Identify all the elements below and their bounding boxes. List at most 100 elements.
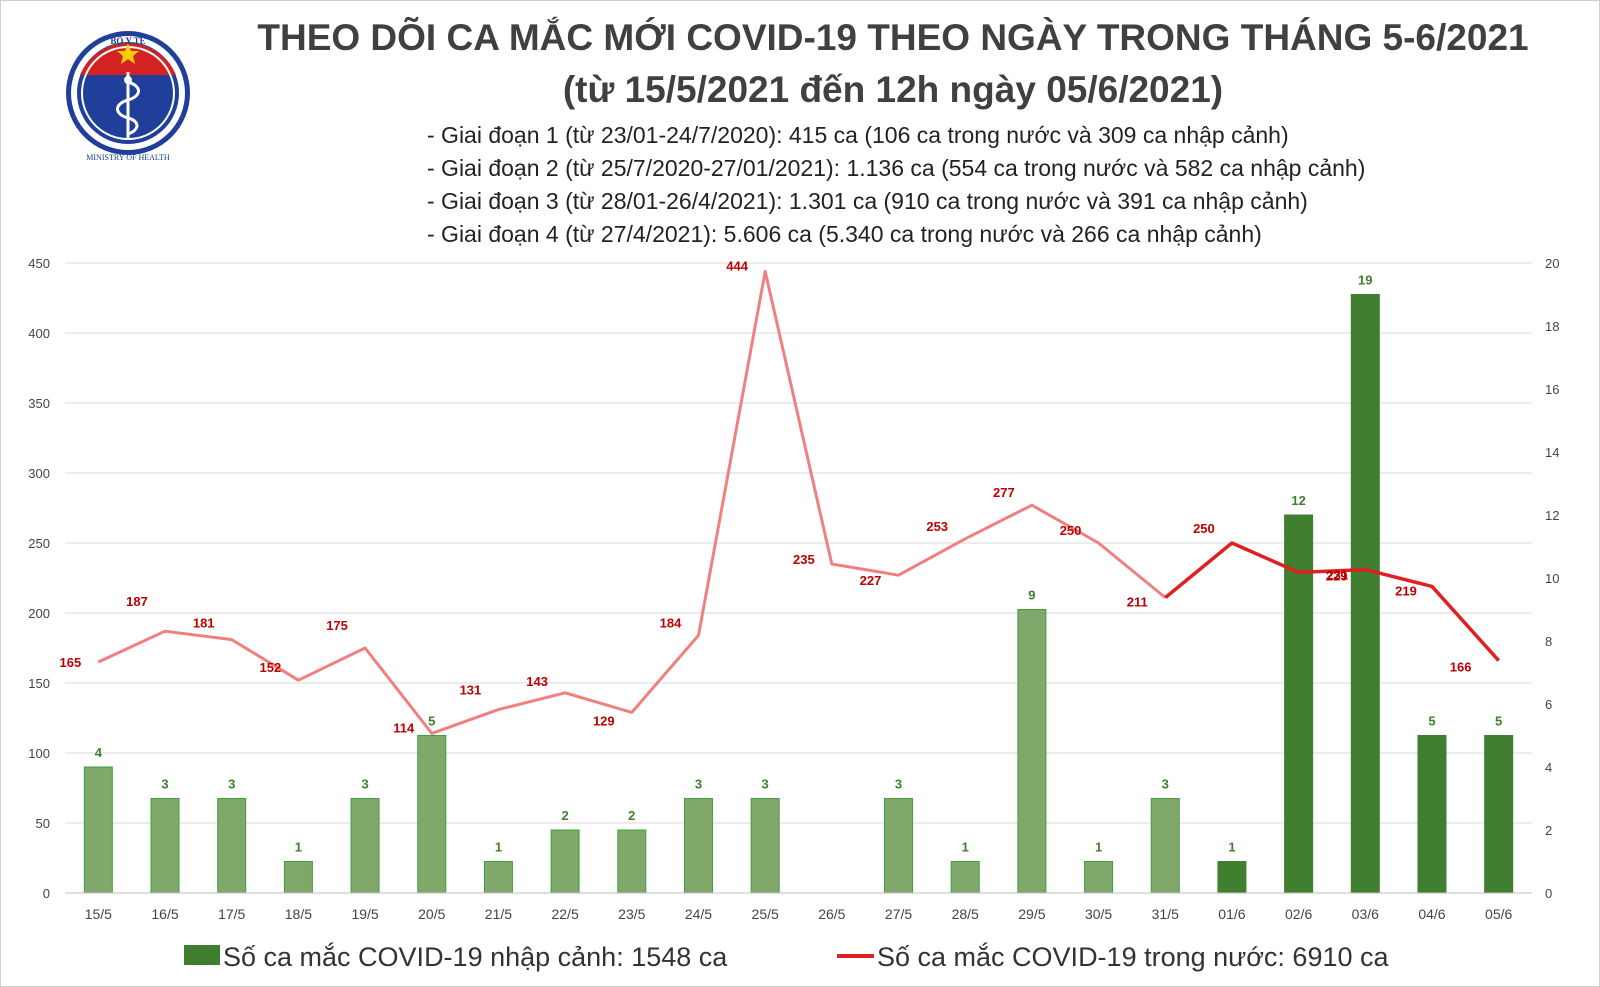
domestic-line-segment [97,269,1167,735]
bar-value-label: 3 [228,777,235,792]
x-axis-tick-label: 04/6 [1418,906,1445,922]
legend-label-imported: Số ca mắc COVID-19 nhập cảnh: 1548 ca [223,941,728,972]
phase-note-1: - Giai đoạn 1 (từ 23/01-24/7/2020): 415 … [427,122,1289,148]
line-value-label: 444 [726,258,748,273]
x-axis-tick-label: 23/5 [618,906,645,922]
imported-bar [350,798,380,894]
line-value-label: 235 [793,552,815,567]
imported-bar [1350,294,1380,894]
bar-value-label: 12 [1291,493,1305,508]
imported-bar [1417,735,1447,894]
bar-value-label: 3 [161,777,168,792]
page-title: THEO DÕI CA MẮC MỚI COVID-19 THEO NGÀY T… [257,16,1528,58]
line-value-label: 152 [260,660,282,675]
left-axis-tick-label: 300 [28,466,50,481]
x-axis-tick-label: 24/5 [685,906,712,922]
line-value-label: 211 [1127,595,1148,610]
line-value-label: 143 [526,674,548,689]
axes: 0501001502002503003504004500246810121416… [28,256,1559,922]
line-value-label: 231 [1326,568,1348,583]
bar-value-label: 5 [428,714,435,729]
legend: Số ca mắc COVID-19 nhập cảnh: 1548 ca Số… [184,941,1389,972]
x-axis-tick-label: 29/5 [1018,906,1045,922]
bar-value-label: 5 [1495,714,1502,729]
phase-note-3: - Giai đoạn 3 (từ 28/01-26/4/2021): 1.30… [427,188,1308,214]
line-value-label: 187 [126,594,148,609]
right-axis-tick-label: 14 [1545,445,1559,460]
star-icon [117,43,139,64]
bar-value-label: 3 [361,777,368,792]
left-axis-tick-label: 100 [28,746,50,761]
left-axis-tick-label: 250 [28,536,50,551]
legend-label-domestic: Số ca mắc COVID-19 trong nước: 6910 ca [877,941,1389,972]
right-axis-tick-label: 10 [1545,571,1559,586]
x-axis-tick-label: 20/5 [418,906,445,922]
line-value-label: 227 [860,573,882,588]
line-value-label: 184 [660,615,682,630]
imported-bar [1084,861,1114,894]
left-axis-tick-label: 50 [36,816,50,831]
right-axis-tick-label: 2 [1545,823,1552,838]
x-axis-tick-label: 22/5 [551,906,578,922]
imported-bar [1284,514,1314,894]
ministry-of-health-logo: BỘ Y TẾ MINISTRY OF HEALTH [66,31,190,162]
x-axis-tick-label: 31/5 [1152,906,1179,922]
line-value-label: 250 [1193,521,1215,536]
x-axis-tick-label: 18/5 [285,906,312,922]
bar-value-label: 9 [1028,588,1035,603]
x-axis-tick-label: 17/5 [218,906,245,922]
line-value-label: 219 [1395,583,1417,598]
imported-bar [750,798,780,894]
bar-value-label: 2 [628,808,635,823]
line-value-label: 229 [1326,568,1348,583]
imported-bar [83,766,113,894]
x-axis-tick-label: 19/5 [351,906,378,922]
right-axis-tick-label: 6 [1545,697,1552,712]
bar-value-label: 1 [495,840,502,855]
phase-note-4: - Giai đoạn 4 (từ 27/4/2021): 5.606 ca (… [427,221,1262,247]
logo-top-text: BỘ Y TẾ [110,36,145,46]
left-axis-tick-label: 200 [28,606,50,621]
imported-bar [1484,735,1514,894]
imported-bar [417,735,447,894]
x-axis-tick-label: 01/6 [1218,906,1245,922]
imported-bar [884,798,914,894]
bar-value-label: 1 [962,840,969,855]
x-axis-tick-label: 03/6 [1352,906,1379,922]
imported-bar [1017,609,1047,894]
bar-value-label: 4 [95,745,103,760]
line-value-label: 181 [193,616,215,631]
x-axis-tick-label: 02/6 [1285,906,1312,922]
line-value-label: 165 [59,655,81,670]
domestic-cases-line [97,269,1501,735]
line-value-label: 175 [326,618,348,633]
imported-bar [550,829,580,894]
x-axis-tick-label: 30/5 [1085,906,1112,922]
bar-value-label: 5 [1428,714,1435,729]
left-axis-tick-label: 450 [28,256,50,271]
right-axis-tick-label: 8 [1545,634,1552,649]
right-axis-tick-label: 4 [1545,760,1552,775]
imported-bar [950,861,980,894]
line-value-label: 166 [1450,660,1472,675]
line-value-label: 131 [460,683,482,698]
right-axis-tick-label: 18 [1545,319,1559,334]
bar-value-label: 3 [895,777,902,792]
bar-value-label: 19 [1358,273,1372,288]
x-axis-tick-label: 15/5 [85,906,112,922]
left-axis-tick-label: 400 [28,326,50,341]
right-axis-tick-label: 16 [1545,382,1559,397]
bar-value-label: 2 [561,808,568,823]
line-value-label: 277 [993,485,1015,500]
bar-value-label: 3 [762,777,769,792]
phase-note-2: - Giai đoạn 2 (từ 25/7/2020-27/01/2021):… [427,155,1365,181]
logo-bottom-text: MINISTRY OF HEALTH [86,153,170,162]
imported-bar [1217,861,1247,894]
x-axis-tick-label: 25/5 [752,906,779,922]
imported-bar [217,798,247,894]
x-axis-tick-label: 05/6 [1485,906,1512,922]
